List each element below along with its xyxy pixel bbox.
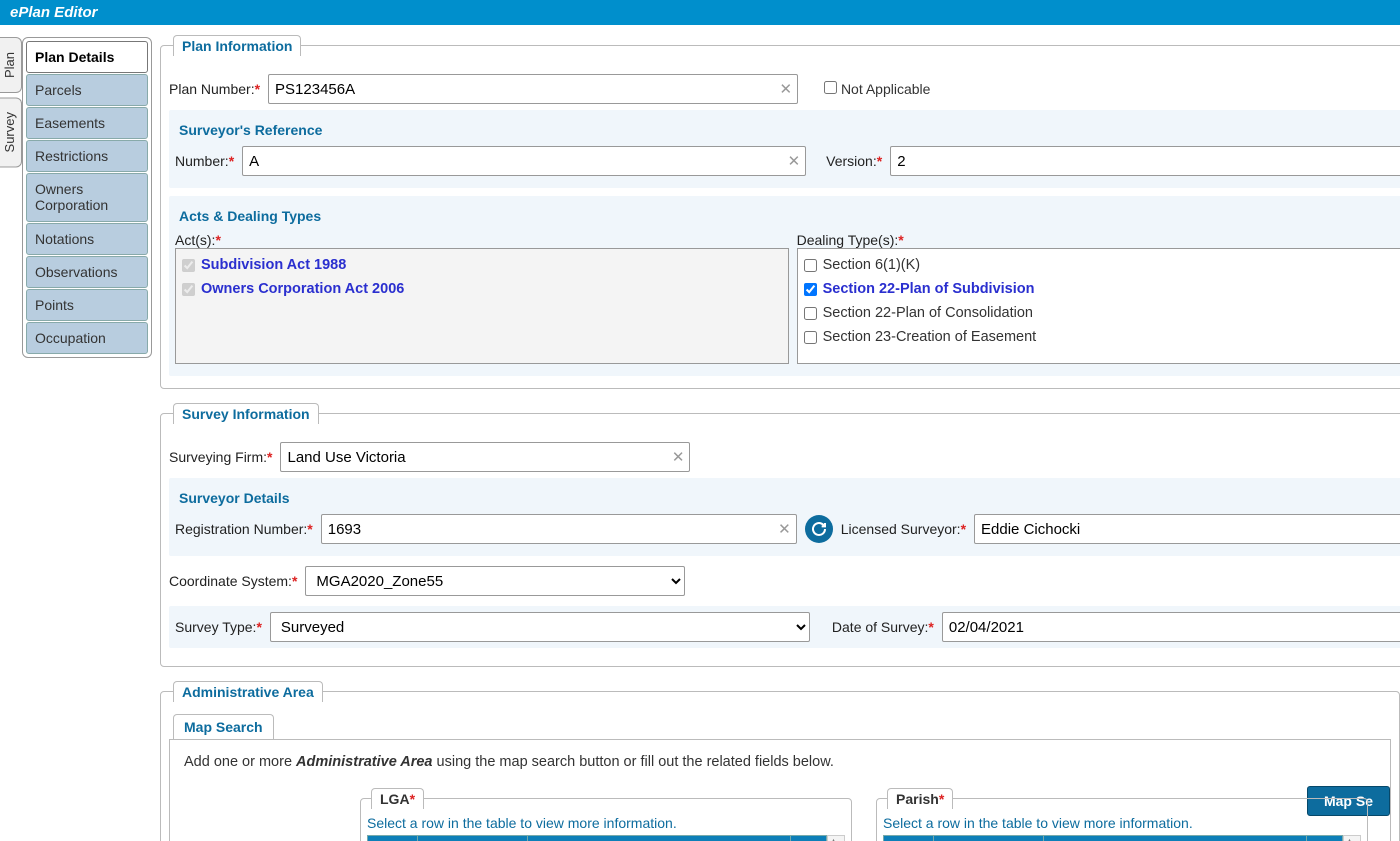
scrollbar[interactable]: [827, 835, 845, 841]
refresh-button[interactable]: [805, 515, 833, 543]
not-applicable-checkbox[interactable]: [824, 81, 837, 94]
dealing-types-label: Dealing Type(s):*: [797, 232, 1400, 248]
coordinate-system-select[interactable]: MGA2020_Zone55: [305, 566, 685, 596]
deal-row[interactable]: Section 6(1)(K): [802, 253, 1400, 277]
survey-type-label: Survey Type:*: [175, 619, 262, 635]
deal-row[interactable]: Section 22-Plan of Consolidation: [802, 301, 1400, 325]
surveyor-number-input[interactable]: [242, 146, 806, 176]
acts-label: Act(s):*: [175, 232, 789, 248]
deal-row[interactable]: Section 22-Plan of Subdivision: [802, 277, 1400, 301]
admin-hint: Add one or more Administrative Area usin…: [184, 754, 1380, 770]
licensed-surveyor-label: Licensed Surveyor:*: [841, 521, 966, 537]
parish-legend: Parish*: [887, 788, 953, 809]
sidebar-item-occupation[interactable]: Occupation: [26, 322, 148, 354]
act-checkbox[interactable]: [182, 259, 195, 272]
clear-icon[interactable]: ✕: [779, 80, 792, 98]
col-name: Name: [528, 836, 791, 841]
deal-checkbox[interactable]: [804, 259, 817, 272]
deal-checkbox[interactable]: [804, 331, 817, 344]
col-name: Name: [1044, 836, 1307, 841]
map-search-tab[interactable]: Map Search: [173, 714, 274, 739]
clear-icon[interactable]: ✕: [672, 448, 685, 466]
sidebar-item-owners-corporation[interactable]: Owners Corporation: [26, 173, 148, 221]
lga-hint: Select a row in the table to view more i…: [367, 815, 845, 831]
sidebar-item-restrictions[interactable]: Restrictions: [26, 140, 148, 172]
licensed-surveyor-input[interactable]: [974, 514, 1400, 544]
sidebar-item-plan-details[interactable]: Plan Details: [26, 41, 148, 73]
main-layout: Plan Survey Plan Details Parcels Easemen…: [0, 25, 1400, 841]
date-of-survey-input[interactable]: [942, 612, 1400, 642]
coordinate-system-label: Coordinate System:*: [169, 573, 297, 589]
surveying-firm-input[interactable]: [280, 442, 690, 472]
plan-information-section: Plan Information Plan Number:* ✕ Not App…: [160, 35, 1400, 389]
surveying-firm-label: Surveying Firm:*: [169, 449, 272, 465]
parish-block: Parish* Select a row in the table to vie…: [876, 788, 1368, 841]
act-row[interactable]: Subdivision Act 1988: [180, 253, 784, 277]
dealing-types-listbox: Section 6(1)(K) Section 22-Plan of Subdi…: [797, 248, 1400, 364]
version-label: Version:*: [826, 153, 882, 169]
survey-information-section: Survey Information Surveying Firm:* ✕ Su…: [160, 403, 1400, 667]
plan-number-input[interactable]: [268, 74, 798, 104]
acts-dealing-heading: Acts & Dealing Types: [179, 208, 1400, 224]
surveyor-details-heading: Surveyor Details: [179, 490, 1400, 506]
sidebar-item-parcels[interactable]: Parcels: [26, 74, 148, 106]
scrollbar[interactable]: [1343, 835, 1361, 841]
clear-icon[interactable]: ✕: [788, 152, 801, 170]
sidebar-item-observations[interactable]: Observations: [26, 256, 148, 288]
plan-information-legend: Plan Information: [173, 35, 301, 56]
sidebar-item-notations[interactable]: Notations: [26, 223, 148, 255]
vtab-survey[interactable]: Survey: [0, 97, 22, 167]
deal-row[interactable]: Section 23-Creation of Easement: [802, 325, 1400, 349]
map-search-panel: Add one or more Administrative Area usin…: [169, 739, 1391, 841]
deal-checkbox[interactable]: [804, 307, 817, 320]
parish-hint: Select a row in the table to view more i…: [883, 815, 1361, 831]
content-area: Plan Information Plan Number:* ✕ Not App…: [152, 25, 1400, 841]
registration-number-label: Registration Number:*: [175, 521, 313, 537]
lga-block: LGA* Select a row in the table to view m…: [360, 788, 852, 841]
acts-listbox: Subdivision Act 1988 Owners Corporation …: [175, 248, 789, 364]
administrative-area-section: Administrative Area Map Search Add one o…: [160, 681, 1400, 841]
act-row[interactable]: Owners Corporation Act 2006: [180, 277, 784, 301]
survey-type-select[interactable]: Surveyed: [270, 612, 810, 642]
not-applicable-wrap[interactable]: Not Applicable: [824, 81, 930, 97]
sidebar-item-points[interactable]: Points: [26, 289, 148, 321]
lga-legend: LGA*: [371, 788, 424, 809]
survey-information-legend: Survey Information: [173, 403, 319, 424]
refresh-icon: [811, 521, 827, 537]
surveyors-reference-heading: Surveyor's Reference: [179, 122, 1400, 138]
sidebar: Plan Details Parcels Easements Restricti…: [22, 37, 152, 358]
number-label: Number:*: [175, 153, 234, 169]
administrative-area-legend: Administrative Area: [173, 681, 323, 702]
registration-number-input[interactable]: [321, 514, 797, 544]
parish-table: CodeName 2856KEELBUNDORA−: [883, 835, 1343, 841]
app-header: ePlan Editor: [0, 0, 1400, 25]
vertical-tab-strip: Plan Survey: [0, 25, 22, 841]
deal-checkbox[interactable]: [804, 283, 817, 296]
not-applicable-label: Not Applicable: [841, 81, 931, 97]
clear-icon[interactable]: ✕: [778, 520, 791, 538]
lga-table: CodeName 303BANYULE CITY−: [367, 835, 827, 841]
col-code: Code: [934, 836, 1044, 841]
vtab-plan[interactable]: Plan: [0, 37, 22, 93]
version-input[interactable]: [890, 146, 1400, 176]
date-of-survey-label: Date of Survey:*: [832, 619, 934, 635]
act-checkbox[interactable]: [182, 283, 195, 296]
plan-number-label: Plan Number:*: [169, 81, 260, 97]
col-code: Code: [418, 836, 528, 841]
sidebar-item-easements[interactable]: Easements: [26, 107, 148, 139]
